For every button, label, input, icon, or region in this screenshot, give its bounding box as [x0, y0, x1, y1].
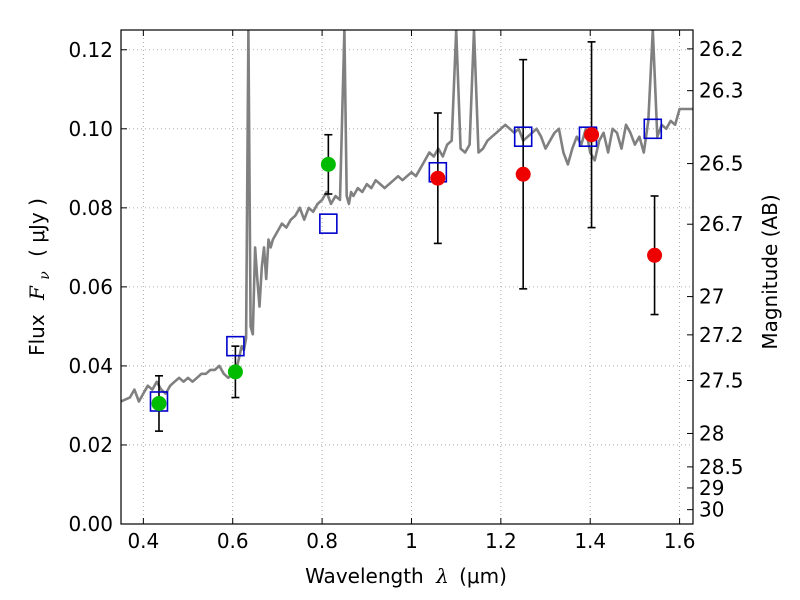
- y-tick-label: 0.08: [68, 196, 113, 220]
- y-axis-label-unit: ( μJy ): [25, 198, 49, 257]
- y2-tick-label: 27: [699, 285, 724, 309]
- y2-tick-label: 26.2: [699, 37, 744, 61]
- x-axis-label-prefix: Wavelength: [305, 564, 424, 588]
- model-photometry-square: [226, 335, 245, 357]
- observed-points-layer: [151, 127, 663, 411]
- y-tick-label: 0.10: [68, 117, 113, 141]
- y2-tick-label: 26.5: [699, 152, 744, 176]
- y2-tick-label: 27.2: [699, 323, 744, 347]
- x-tick-label: 1.2: [485, 529, 517, 553]
- x-axis-label-symbol: λ: [435, 564, 449, 588]
- y-tick-label: 0.12: [68, 38, 113, 62]
- x-tick-label: 1.6: [664, 529, 696, 553]
- x-tick-label: 1: [405, 529, 418, 553]
- y-tick-label: 0.00: [68, 512, 113, 536]
- y-axis-label-subscript: ν: [37, 271, 53, 280]
- y2-tick-label: 27.5: [699, 369, 744, 393]
- x-axis-label-unit: (μm): [459, 564, 507, 588]
- y2-tick-label: 28: [699, 421, 724, 445]
- plot-frame: [120, 29, 694, 525]
- x-tick-labels: 0.4 0.6 0.8 1 1.2 1.4 1.6: [127, 529, 695, 553]
- optical-data-point: [151, 395, 167, 411]
- y-tick-label: 0.06: [68, 275, 113, 299]
- model-photometry-square: [643, 118, 663, 140]
- y-tick-labels: 0.00 0.02 0.04 0.06 0.08 0.10 0.12: [68, 38, 113, 536]
- nir-data-point: [647, 247, 663, 263]
- y2-tick-label: 28.5: [699, 455, 744, 479]
- y-tick-label: 0.04: [68, 354, 113, 378]
- y2-tick-label: 29: [699, 476, 724, 500]
- nir-data-point: [584, 127, 600, 143]
- x-tick-label: 1.4: [574, 529, 606, 553]
- y-axis-label-symbol: F: [25, 285, 49, 301]
- nir-data-point: [515, 166, 531, 182]
- y2-tick-label: 26.7: [699, 212, 744, 236]
- y-tick-label: 0.02: [68, 433, 113, 457]
- y2-tick-label: 30: [699, 498, 724, 522]
- x-axis-label: Wavelength λ (μm): [305, 564, 507, 588]
- optical-data-point: [227, 364, 243, 380]
- model-photometry-square: [319, 213, 338, 234]
- y-axis-label-prefix: Flux: [25, 314, 49, 356]
- x-tick-label: 0.6: [217, 529, 249, 553]
- nir-data-point: [430, 170, 446, 186]
- y2-axis-label: Magnitude (AB): [758, 194, 782, 349]
- model-photometry-square: [513, 126, 533, 148]
- ticks: [121, 30, 693, 525]
- optical-data-point: [320, 156, 336, 172]
- model-photometry-square: [149, 391, 169, 412]
- y2-tick-label: 26.3: [699, 79, 744, 103]
- x-tick-label: 0.8: [306, 529, 338, 553]
- y-axis-label: Flux F ν ( μJy ): [25, 198, 54, 356]
- x-tick-label: 0.4: [127, 529, 159, 553]
